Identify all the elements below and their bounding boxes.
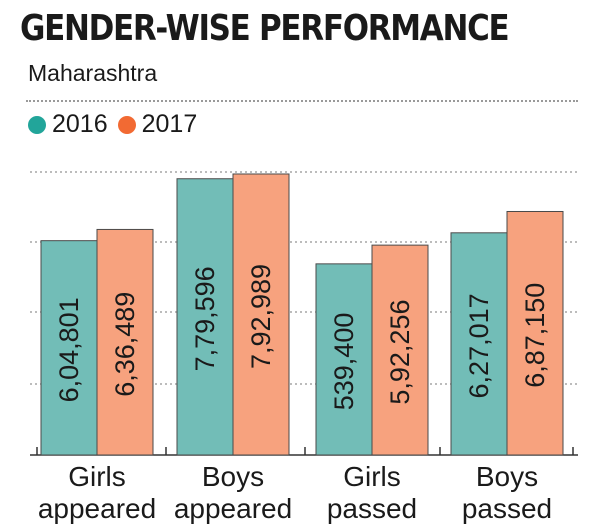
header-divider [26, 100, 578, 102]
x-tick-label: Boys [476, 461, 538, 492]
bar-value-label: 6,87,150 [520, 283, 550, 388]
bar-2017-girls-passed [371, 244, 429, 456]
bar-2016-girls-passed [315, 263, 373, 456]
x-tick-label: Girls [343, 461, 401, 492]
legend-label-2017: 2017 [141, 110, 198, 138]
bar-2017-boys-appeared [232, 173, 290, 456]
legend-swatch-2016 [28, 115, 46, 134]
bar-2016-girls-appeared [40, 240, 98, 456]
legend-item-2017: 2017 [117, 110, 198, 139]
bar-value-label: 7,92,989 [246, 264, 276, 369]
chart-subtitle: Maharashtra [28, 60, 158, 86]
legend-label-2016: 2016 [52, 110, 108, 138]
legend-swatch-2017 [117, 115, 136, 134]
x-tick-label: appeared [174, 493, 292, 524]
bar-value-label: 6,04,801 [54, 297, 84, 402]
bar-value-label: 539,400 [329, 313, 359, 411]
x-tick-label: appeared [38, 493, 156, 524]
bar-2017-boys-passed [506, 210, 564, 456]
bar-value-label: 6,27,017 [464, 293, 494, 398]
bar-value-label: 6,36,489 [110, 292, 140, 397]
chart-title: GENDER-WISE PERFORMANCE [20, 8, 510, 49]
x-tick-label: passed [462, 493, 552, 524]
x-tick-label: Boys [202, 461, 264, 492]
x-tick-label: Girls [68, 461, 126, 492]
x-tick-label: passed [327, 493, 417, 524]
legend-item-2016: 2016 [28, 110, 108, 139]
bar-value-label: 7,79,596 [190, 266, 220, 371]
chart-legend: 2016 2017 [28, 110, 207, 139]
bar-2016-boys-passed [450, 232, 508, 456]
bar-value-label: 5,92,256 [385, 300, 415, 405]
bar-2017-girls-appeared [96, 228, 154, 456]
